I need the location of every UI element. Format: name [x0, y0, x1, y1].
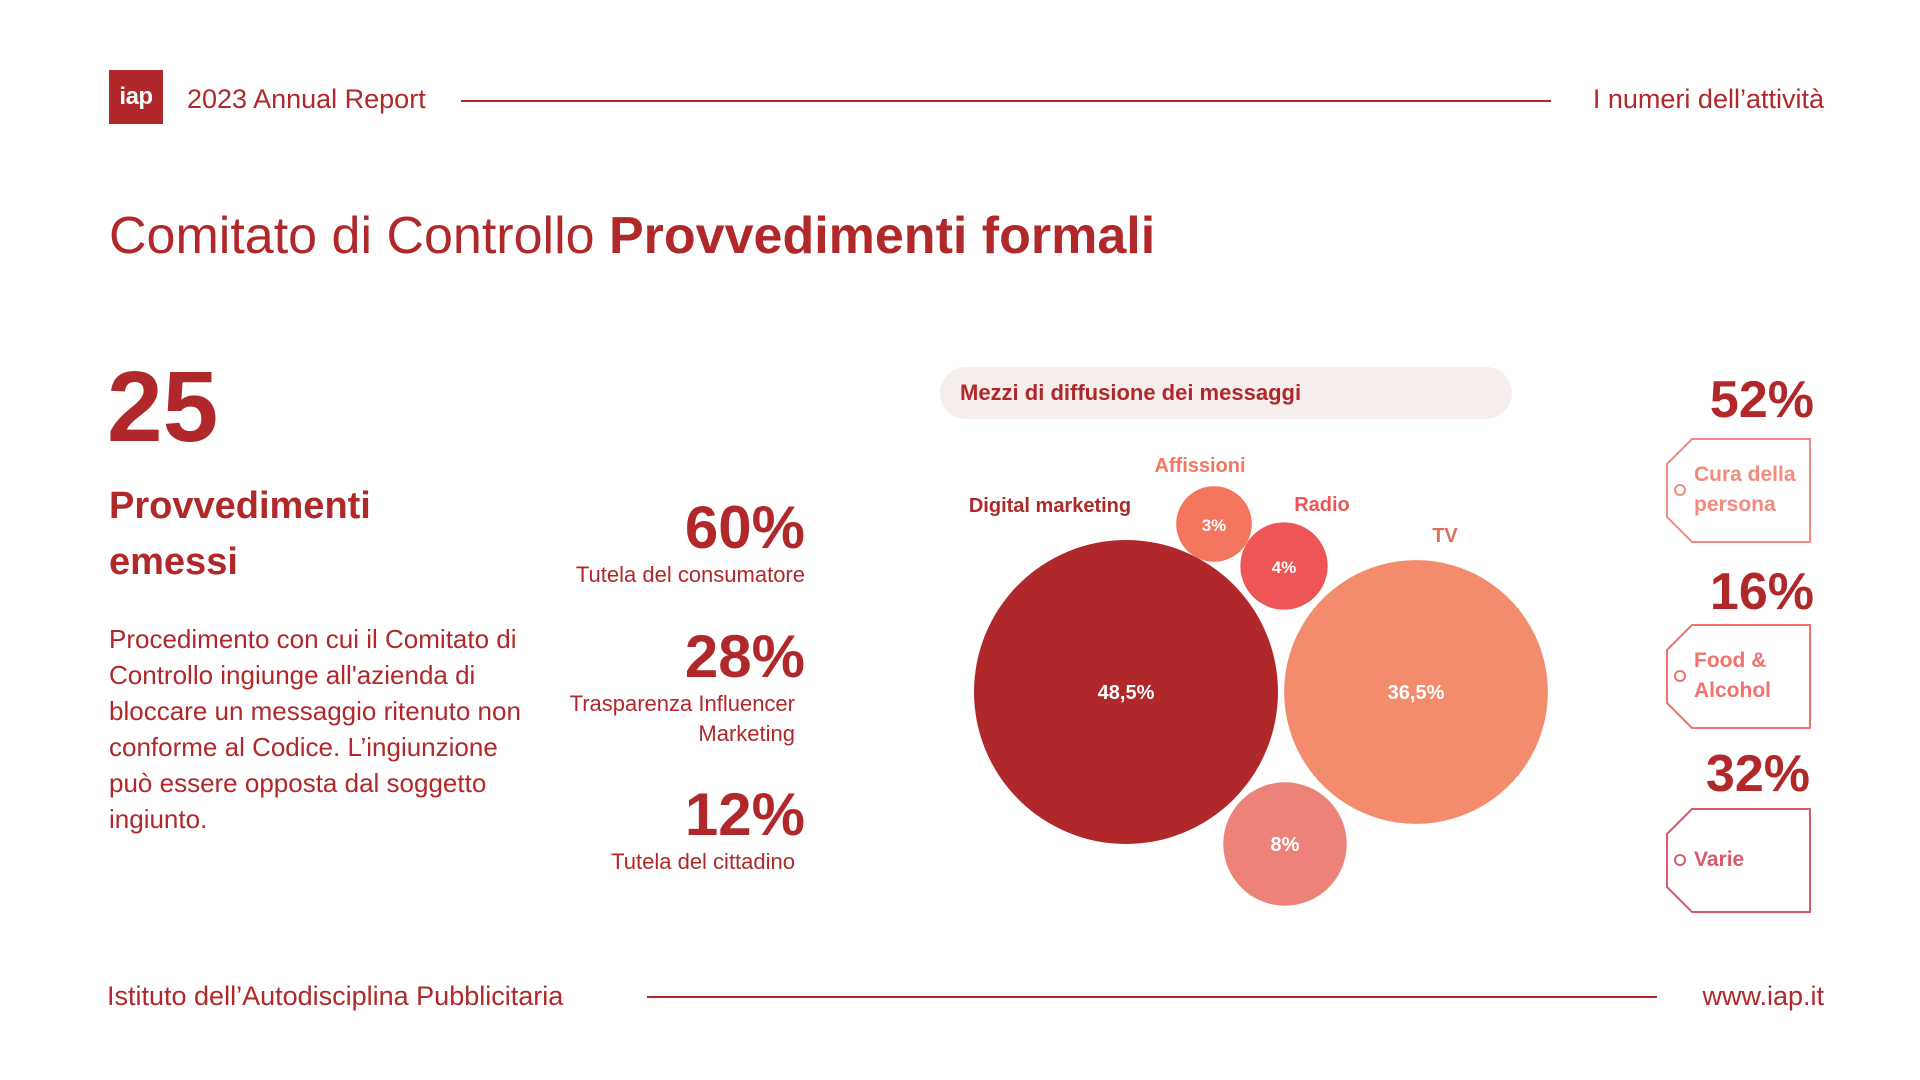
bubble-tv — [1284, 560, 1548, 824]
bubble-value-label: 3% — [1202, 516, 1227, 535]
page-title: Comitato di Controllo Provvedimenti form… — [109, 205, 1155, 267]
sector-tag-cura-persona: Cura della persona — [1666, 438, 1812, 543]
stat-label: Trasparenza Influencer Marketing — [569, 691, 795, 746]
sector-label: Varie — [1694, 848, 1745, 871]
bubble-radio — [1240, 522, 1328, 610]
sector-label: Food & Alcohol — [1694, 649, 1771, 702]
footer-website: www.iap.it — [1702, 981, 1824, 1011]
stat-value: 60% — [684, 494, 805, 561]
sector-value-varie: 32% — [1705, 745, 1810, 803]
sector-value-cura-persona: 52% — [1709, 371, 1814, 429]
bubble-name-label: Digital marketing — [969, 495, 1131, 517]
bubble-name-label: TV — [1432, 525, 1458, 547]
sector-label: Cura della persona — [1694, 463, 1796, 516]
bubble-value-label: 4% — [1272, 558, 1297, 577]
sector-value-food-alcohol: 16% — [1709, 563, 1814, 621]
bubble-value-label: 8% — [1271, 834, 1300, 856]
header-divider — [461, 100, 1551, 102]
bubble-other — [1223, 782, 1347, 906]
stat-label: Tutela del consumatore — [575, 562, 805, 587]
section-label: I numeri dell’attività — [1592, 84, 1824, 114]
footer-divider — [647, 996, 1657, 998]
sector-tag-food-alcohol: Food & Alcohol — [1666, 624, 1812, 729]
stat-label: Tutela del cittadino — [611, 849, 795, 874]
page-title-bold: Provvedimenti formali — [609, 207, 1156, 265]
page-title-regular: Comitato di Controllo — [109, 207, 609, 265]
provvedimenti-count: 25 — [107, 351, 219, 463]
stat-tutela-consumatore: 60% Tutela del consumatore — [576, 496, 805, 590]
provvedimenti-description: Procedimento con cui il Comitato di Cont… — [109, 624, 521, 834]
bubble-value-label: 36,5% — [1388, 682, 1445, 704]
bubble-affissioni — [1176, 486, 1252, 562]
bubble-name-label: Affissioni — [1154, 455, 1245, 477]
stat-tutela-cittadino: 12% Tutela del cittadino — [611, 783, 805, 877]
tag-icon — [1666, 808, 1811, 913]
bubble-name-label: Radio — [1294, 494, 1350, 516]
stat-value: 12% — [684, 781, 805, 848]
bubble-digital-marketing — [974, 540, 1278, 844]
tag-icon — [1666, 438, 1811, 543]
chart-title: Mezzi di diffusione dei messaggi — [960, 380, 1302, 405]
iap-logo: iap — [109, 70, 163, 124]
stat-value: 28% — [684, 623, 805, 690]
stat-trasparenza-influencer: 28% Trasparenza Influencer Marketing — [535, 625, 805, 749]
footer-organization: Istituto dell’Autodisciplina Pubblicitar… — [107, 981, 564, 1011]
sector-tag-varie: Varie — [1666, 808, 1812, 913]
bubble-value-label: 48,5% — [1098, 682, 1155, 704]
report-label: 2023 Annual Report — [187, 84, 426, 114]
chart-title-pill: Mezzi di diffusione dei messaggi — [940, 367, 1512, 419]
tag-icon — [1666, 624, 1811, 729]
provvedimenti-label: Provvedimenti emessi — [109, 485, 371, 583]
